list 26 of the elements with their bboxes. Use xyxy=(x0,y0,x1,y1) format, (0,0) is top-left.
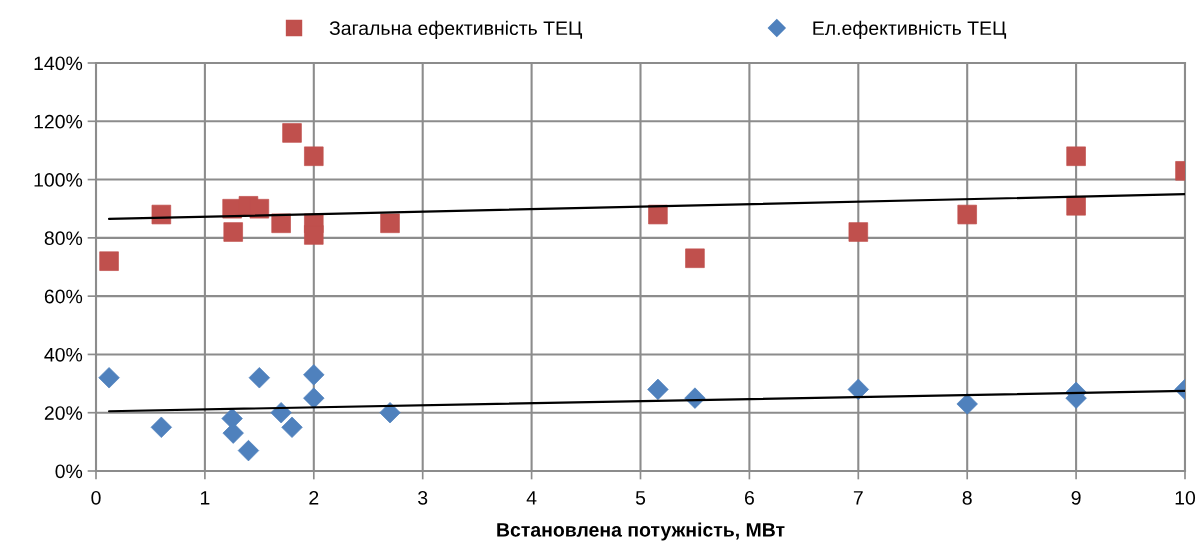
x-tick-label: 9 xyxy=(1071,490,1081,505)
point xyxy=(281,416,303,438)
legend-label: Загальна ефективність ТЕЦ xyxy=(329,20,583,39)
y-tick-label: 120% xyxy=(34,114,83,129)
y-tick-label: 140% xyxy=(34,56,83,71)
y-tick-label: 0% xyxy=(55,464,83,479)
x-tick-label: 8 xyxy=(962,490,972,505)
x-tick-label: 1 xyxy=(200,491,210,505)
x-tick-label: 7 xyxy=(853,491,863,505)
x-tick-label: 0 xyxy=(91,490,101,505)
y-tick-label: 20% xyxy=(44,406,83,420)
y-tick-label: 60% xyxy=(44,289,83,304)
y-tick-label: 80% xyxy=(44,231,83,246)
point xyxy=(847,378,869,401)
y-tick-label: 40% xyxy=(44,347,83,362)
legend-label: Ел.ефективність ТЕЦ xyxy=(813,20,1007,39)
point xyxy=(222,422,244,444)
x-tick-label: 5 xyxy=(635,491,646,505)
point xyxy=(956,393,978,415)
x-tick-label: 6 xyxy=(744,490,754,505)
x-tick-label: 4 xyxy=(526,491,537,505)
x-tick-label: 3 xyxy=(418,490,428,505)
x-tick-label: 10 xyxy=(1175,490,1196,505)
x-tick-label: 2 xyxy=(309,490,319,505)
x-axis-title: Встановлена потужність, МВт xyxy=(497,522,785,541)
y-tick-label: 100% xyxy=(34,173,83,187)
